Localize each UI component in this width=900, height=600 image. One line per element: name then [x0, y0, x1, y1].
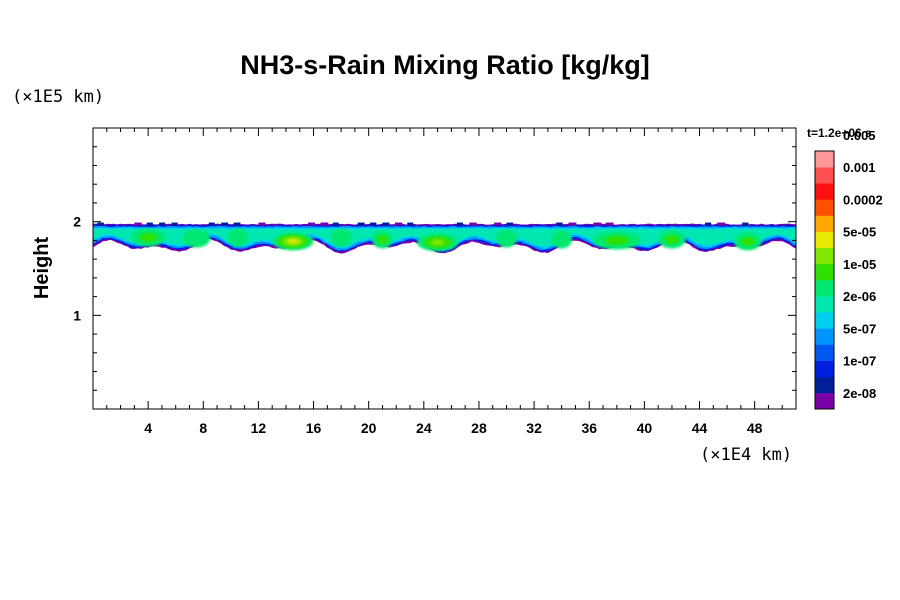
layer-fleck — [357, 222, 365, 226]
colorbar-swatch — [815, 312, 834, 329]
layer-fleck — [221, 222, 229, 226]
layer-fleck — [556, 222, 563, 226]
layer-core — [604, 235, 629, 245]
colorbar-swatch — [815, 151, 834, 168]
layer-fleck — [171, 222, 178, 226]
colorbar: 2e-08 1e-07 5e-07 2e-06 1e-05 5e-05 0.0002 0.00… — [814, 128, 883, 410]
layer-fleck — [456, 222, 464, 226]
layer-core — [182, 229, 211, 248]
x-tick-label: 44 — [692, 420, 708, 436]
layer-fleck — [370, 222, 377, 226]
x-tick-label: 12 — [251, 420, 267, 436]
colorbar-label: 1e-07 — [843, 354, 876, 369]
layer-core — [227, 228, 249, 247]
colorbar-label: 5e-05 — [843, 225, 876, 240]
x-tick-label: 48 — [747, 420, 763, 436]
layer-fleck — [320, 222, 329, 226]
layer-core — [430, 239, 445, 246]
chart-title: NH3-s-Rain Mixing Ratio [kg/kg] — [240, 50, 650, 80]
colorbar-swatch — [815, 328, 834, 345]
layer-fleck — [568, 222, 577, 226]
layer-fleck — [605, 222, 614, 226]
x-tick-label: 16 — [306, 420, 322, 436]
x-tick-label: 40 — [637, 420, 653, 436]
x-axis-unit: (×1E4 km) — [700, 445, 792, 465]
colorbar-swatch — [815, 280, 834, 297]
layer-fleck — [332, 222, 339, 226]
colorbar-swatch — [815, 360, 834, 378]
colorbar-label: 5e-07 — [843, 321, 876, 336]
layer-fleck — [494, 222, 502, 226]
layer-core — [377, 234, 388, 244]
y-tick-label: 2 — [73, 214, 81, 230]
layer-fleck — [134, 222, 142, 226]
colorbar-label: 2e-06 — [843, 289, 876, 304]
colorbar-label: 0.001 — [843, 160, 876, 175]
layer-fleck — [308, 222, 316, 226]
colorbar-swatch — [815, 215, 834, 232]
layer-fleck — [159, 222, 166, 226]
layer-fleck — [233, 222, 241, 226]
layer-fleck — [705, 222, 712, 226]
colorbar-swatch — [815, 167, 834, 184]
layer-fleck — [382, 222, 390, 226]
colorbar-swatch — [815, 344, 834, 361]
colorbar-label: 0.0002 — [843, 192, 883, 207]
layer-core — [330, 228, 352, 247]
colorbar-label: 1e-05 — [843, 257, 876, 272]
x-tick-label: 20 — [361, 420, 377, 436]
colorbar-label: 2e-08 — [843, 386, 876, 401]
x-tick-label: 32 — [526, 420, 542, 436]
cloud-layer — [93, 222, 796, 254]
colorbar-swatch — [815, 199, 834, 216]
layer-core — [139, 233, 157, 243]
layer-fleck — [742, 222, 749, 226]
colorbar-swatch — [815, 247, 834, 265]
colorbar-swatch — [815, 263, 834, 281]
colorbar-frame — [814, 150, 835, 410]
x-tick-label: 28 — [471, 420, 487, 436]
layer-fleck — [146, 222, 153, 226]
x-tick-label: 4 — [144, 420, 152, 436]
colorbar-swatch — [815, 392, 834, 410]
y-tick-label: 1 — [73, 307, 81, 323]
colorbar-swatch — [815, 296, 834, 313]
layer-fleck — [208, 222, 215, 226]
layer-fleck — [394, 222, 403, 226]
layer-fleck — [593, 222, 602, 226]
y-axis-label: Height — [31, 237, 53, 300]
plot-frame — [92, 127, 797, 410]
y-axis-unit: (×1E5 km) — [12, 87, 104, 107]
layer-fleck — [469, 222, 477, 226]
layer-fleck — [407, 222, 414, 226]
layer-core — [740, 236, 755, 246]
time-label: t=1.2e+06 s — [807, 126, 872, 140]
colorbar-swatch — [815, 376, 834, 394]
layer-fleck — [258, 222, 266, 226]
plot-background — [93, 128, 796, 409]
colorbar-label: 0.005 — [843, 128, 876, 143]
layer-core — [287, 239, 299, 244]
layer-fleck — [97, 222, 104, 226]
layer-fleck — [506, 222, 514, 226]
colorbar-swatch — [815, 231, 834, 249]
x-tick-label: 24 — [416, 420, 432, 436]
colorbar-swatch — [815, 183, 834, 200]
layer-core — [496, 229, 517, 248]
layer-fleck — [717, 222, 726, 226]
x-tick-label: 8 — [199, 420, 207, 436]
x-tick-label: 36 — [581, 420, 597, 436]
layer-core — [665, 234, 679, 244]
layer-core — [551, 230, 573, 249]
